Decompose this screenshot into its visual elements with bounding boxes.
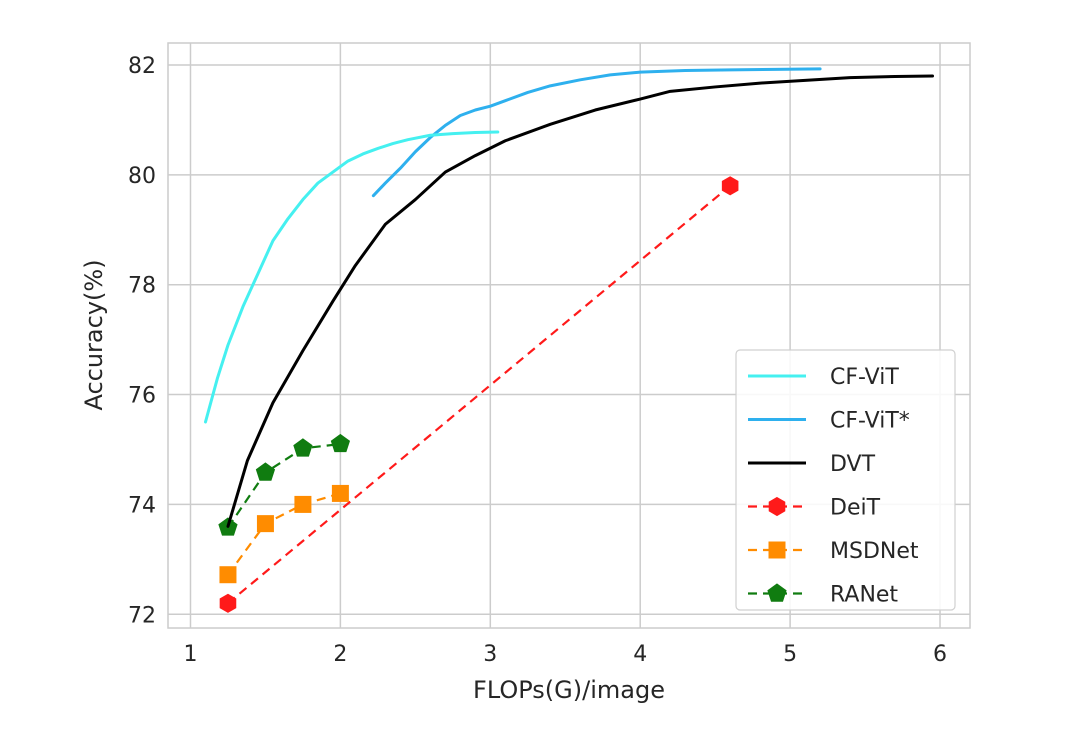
legend: CF-ViT CF-ViT* DVT DeiT MSDNet RANet <box>735 349 956 611</box>
tick-labels: 1 2 3 4 5 6 72 74 76 78 80 82 <box>128 54 947 667</box>
series-line-cf-vit-star <box>371 67 822 198</box>
data-point-ranet <box>330 433 351 453</box>
legend-item-cf-vit: CF-ViT <box>748 365 899 390</box>
legend-label: CF-ViT* <box>830 409 910 434</box>
legend-label: DeiT <box>830 496 881 521</box>
x-tick-label: 1 <box>183 642 197 667</box>
legend-item-ranet: RANet <box>748 583 898 608</box>
series-msdnet <box>219 484 349 584</box>
plot-frame <box>167 42 971 629</box>
legend-frame <box>735 349 956 611</box>
x-tick-label: 3 <box>483 642 497 667</box>
y-tick-label: 72 <box>128 603 156 628</box>
data-point-deit <box>219 593 237 613</box>
series-cf-vit <box>203 130 500 424</box>
series-line-cf-vit <box>203 130 500 424</box>
legend-item-cf-vit-star: CF-ViT* <box>748 409 910 434</box>
legend-marker <box>768 541 786 559</box>
series-line-ranet <box>227 442 341 529</box>
series-layer <box>203 67 935 613</box>
legend-item-msdnet: MSDNet <box>748 539 919 564</box>
legend-marker <box>768 496 786 517</box>
data-point-msdnet <box>219 566 237 584</box>
series-line-msdnet <box>227 492 341 576</box>
y-tick-label: 82 <box>128 54 156 79</box>
series-dvt <box>226 74 935 528</box>
x-tick-label: 6 <box>933 642 947 667</box>
data-point-msdnet <box>331 484 349 502</box>
x-tick-label: 2 <box>333 642 347 667</box>
y-axis-label: Accuracy(%) <box>80 259 108 410</box>
series-cf-vit-star <box>371 67 822 198</box>
series-deit <box>219 176 739 613</box>
legend-label: RANet <box>830 583 898 608</box>
series-line-dvt <box>226 74 935 528</box>
data-point-ranet <box>293 438 313 457</box>
data-point-ranet <box>255 462 276 481</box>
y-tick-label: 78 <box>128 274 156 299</box>
legend-label: DVT <box>830 452 876 477</box>
y-tick-label: 80 <box>128 164 156 189</box>
x-tick-label: 4 <box>633 642 647 667</box>
legend-item-dvt: DVT <box>748 452 876 477</box>
legend-item-deit: DeiT <box>748 496 881 521</box>
x-tick-label: 5 <box>783 642 797 667</box>
data-point-deit <box>721 176 739 196</box>
series-line-deit <box>227 184 731 605</box>
legend-marker <box>767 583 787 602</box>
series-ranet <box>218 433 351 536</box>
legend-label: CF-ViT <box>830 365 899 390</box>
data-point-msdnet <box>294 495 312 513</box>
x-axis-label: FLOPs(G)/image <box>473 676 665 704</box>
y-tick-label: 74 <box>128 493 156 518</box>
legend-label: MSDNet <box>830 539 919 564</box>
y-tick-label: 76 <box>128 384 156 409</box>
data-point-msdnet <box>256 515 274 533</box>
